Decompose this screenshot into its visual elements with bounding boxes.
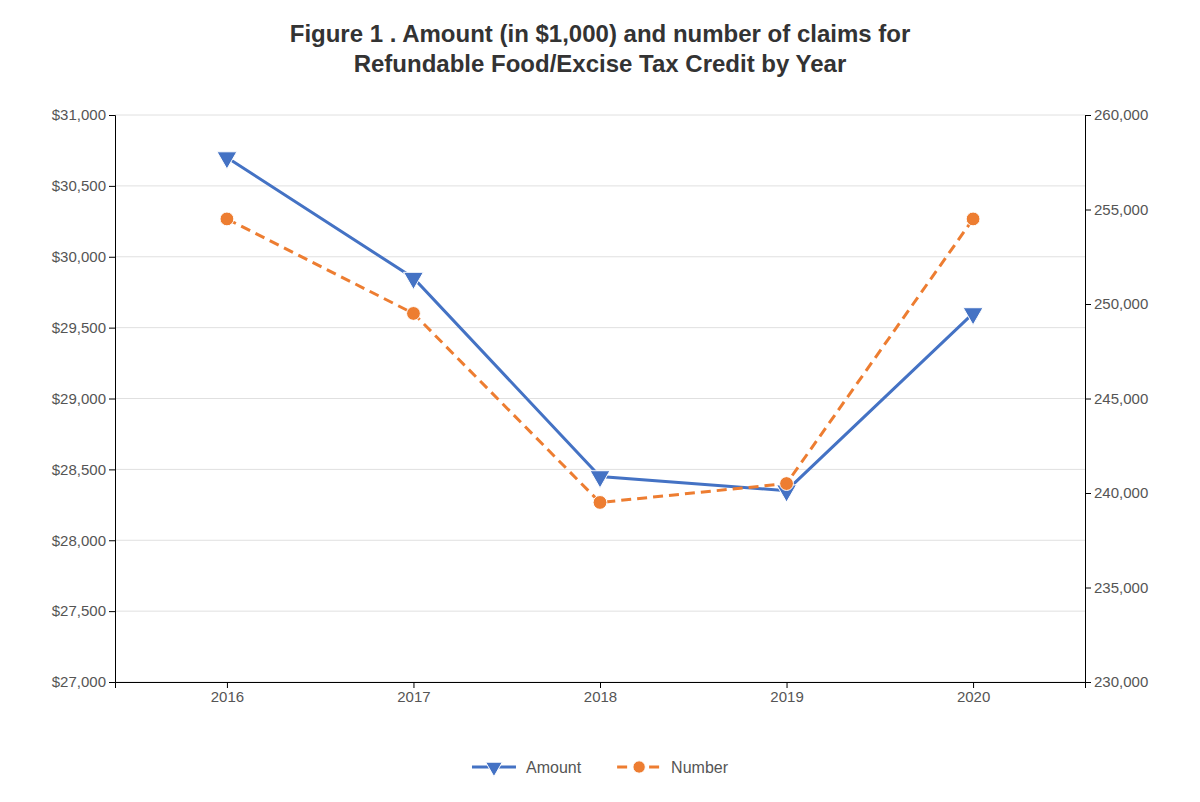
tick-mark	[109, 611, 115, 612]
grid-line	[115, 115, 1085, 116]
grid	[115, 115, 1085, 682]
tick-mark	[1085, 493, 1091, 494]
axis-line	[109, 116, 116, 683]
tick: 2018	[584, 682, 617, 705]
tick-label: $31,000	[52, 106, 106, 123]
title: Figure 1 . Amount (in $1,000) and number…	[290, 20, 911, 77]
title-line: Figure 1 . Amount (in $1,000) and number…	[290, 20, 911, 47]
grid-line	[115, 256, 1085, 257]
tick-mark	[1085, 399, 1091, 400]
tick-mark	[1085, 588, 1091, 589]
tick-label: 2020	[957, 688, 990, 705]
tick: $30,500	[52, 177, 115, 194]
tick-label: $30,000	[52, 248, 106, 265]
tick: 2017	[397, 682, 430, 705]
point	[217, 152, 237, 169]
tick: 2019	[770, 682, 803, 705]
chart: 2016 2017 2018 2019 2020 $27,000 $27,500 $28,00…	[0, 0, 1200, 802]
tick-label: 2017	[397, 688, 430, 705]
tick-mark	[109, 682, 115, 683]
series-line	[227, 158, 973, 491]
point	[590, 471, 610, 488]
tick-label: 2018	[584, 688, 617, 705]
tick-label: 235,000	[1094, 579, 1148, 596]
plot-area	[217, 152, 983, 510]
tick-mark	[109, 469, 115, 470]
tick-mark	[109, 399, 115, 400]
tick: 2020	[957, 682, 990, 705]
tick-mark	[109, 540, 115, 541]
point	[407, 307, 421, 321]
grid-line	[115, 185, 1085, 186]
tick-mark	[109, 115, 115, 116]
tick-mark	[109, 257, 115, 258]
tick-label: $29,500	[52, 319, 106, 336]
tick: $31,000	[52, 106, 115, 123]
tick-label: 240,000	[1094, 484, 1148, 501]
grid-line	[115, 398, 1085, 399]
legend-marker	[486, 762, 503, 776]
tick-label: $27,000	[52, 673, 106, 690]
tick-label: 2019	[770, 688, 803, 705]
legend-label: Number	[671, 759, 729, 776]
tick-label: 245,000	[1094, 390, 1148, 407]
tick: 230,000	[1085, 673, 1148, 690]
y2-axis: 230,000 235,000 240,000 245,000 250,000 255,0…	[1085, 106, 1148, 690]
tick: 260,000	[1085, 106, 1148, 123]
tick: $29,000	[52, 390, 115, 407]
tick: 2016	[211, 682, 244, 705]
grid-line	[115, 611, 1085, 612]
tick: $28,500	[52, 461, 115, 478]
tick-label: $27,500	[52, 602, 106, 619]
point	[593, 496, 607, 510]
series-line	[227, 219, 973, 503]
tick-mark	[1085, 115, 1091, 116]
tick-mark	[1085, 210, 1091, 211]
tick-label: 230,000	[1094, 673, 1148, 690]
tick: $28,000	[52, 532, 115, 549]
legend: Amount Number	[472, 759, 729, 777]
legend-item: Number	[617, 759, 729, 776]
legend-label: Amount	[526, 759, 582, 776]
point	[780, 477, 794, 491]
tick-mark	[1085, 682, 1091, 683]
tick: 250,000	[1085, 295, 1148, 312]
point	[966, 212, 980, 226]
x-axis: 2016 2017 2018 2019 2020	[116, 682, 1086, 705]
point	[220, 212, 234, 226]
tick-label: 260,000	[1094, 106, 1148, 123]
tick-label: 250,000	[1094, 295, 1148, 312]
tick: 245,000	[1085, 390, 1148, 407]
tick-label: $30,500	[52, 177, 106, 194]
grid-line	[115, 327, 1085, 328]
tick-mark	[109, 328, 115, 329]
tick: 255,000	[1085, 201, 1148, 218]
axis-line	[1086, 116, 1092, 683]
y-axis: $27,000 $27,500 $28,000 $28,500 $29,000 $29,5…	[52, 106, 116, 690]
title-line: Refundable Food/Excise Tax Credit by Yea…	[354, 50, 847, 77]
tick-mark	[109, 186, 115, 187]
tick-label: 255,000	[1094, 201, 1148, 218]
tick: $30,000	[52, 248, 115, 265]
tick: 235,000	[1085, 579, 1148, 596]
legend-item: Amount	[472, 759, 582, 777]
point	[404, 272, 424, 289]
tick-mark	[1085, 304, 1091, 305]
grid-line	[115, 469, 1085, 470]
tick-label: $29,000	[52, 390, 106, 407]
tick: 240,000	[1085, 484, 1148, 501]
tick-label: $28,500	[52, 461, 106, 478]
tick-label: 2016	[211, 688, 244, 705]
tick-label: $28,000	[52, 532, 106, 549]
tick: $27,000	[52, 673, 115, 690]
point	[963, 308, 983, 325]
tick: $29,500	[52, 319, 115, 336]
tick: $27,500	[52, 602, 115, 619]
grid-line	[115, 540, 1085, 541]
legend-marker	[633, 761, 645, 773]
